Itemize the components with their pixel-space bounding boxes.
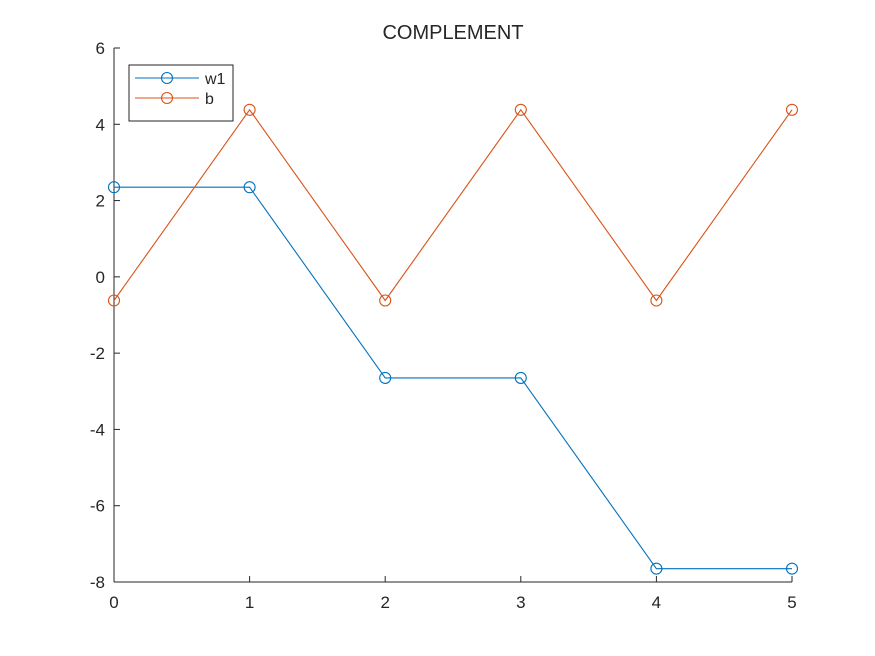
legend-marker-w1 — [160, 71, 174, 85]
legend: w1 b — [128, 64, 234, 122]
data-point-w1 — [243, 181, 256, 194]
y-tick-label: -8 — [90, 573, 105, 592]
data-point-b — [514, 103, 527, 116]
y-tick-label: 4 — [96, 115, 105, 134]
y-tick-label: 6 — [96, 39, 105, 58]
chart-title: COMPLEMENT — [382, 22, 523, 44]
y-tick-label: -6 — [90, 497, 105, 516]
x-tick-label: 5 — [787, 593, 796, 612]
data-point-b — [650, 294, 663, 307]
data-point-b — [379, 294, 392, 307]
data-point-w1 — [785, 562, 799, 575]
series-line-b — [113, 108, 793, 302]
axes: 0 1 2 3 4 5 -8 -6 -4 -2 0 2 4 6 — [90, 39, 797, 612]
legend-label-b: b — [205, 91, 214, 108]
data-point-w1 — [650, 562, 663, 575]
x-tick-label: 1 — [245, 593, 254, 612]
data-point-w1 — [514, 371, 527, 384]
x-tick-label: 3 — [516, 593, 525, 612]
x-tick-label: 4 — [652, 593, 661, 612]
legend-box — [128, 64, 234, 122]
data-point-w1 — [379, 371, 392, 384]
plot-area — [107, 103, 799, 575]
legend-label-w1: w1 — [204, 71, 226, 88]
y-tick-label: -2 — [90, 344, 105, 363]
y-tick-label: 2 — [96, 192, 105, 211]
data-point-b — [785, 103, 799, 116]
legend-marker-b — [160, 91, 174, 105]
y-tick-label: 0 — [96, 268, 105, 287]
data-point-b — [107, 294, 121, 307]
data-point-w1 — [107, 181, 121, 194]
x-tick-label: 0 — [109, 593, 118, 612]
series-line-w1 — [114, 186, 792, 570]
data-point-b — [243, 103, 256, 116]
x-tick-label: 2 — [380, 593, 389, 612]
y-tick-label: -4 — [90, 420, 105, 439]
